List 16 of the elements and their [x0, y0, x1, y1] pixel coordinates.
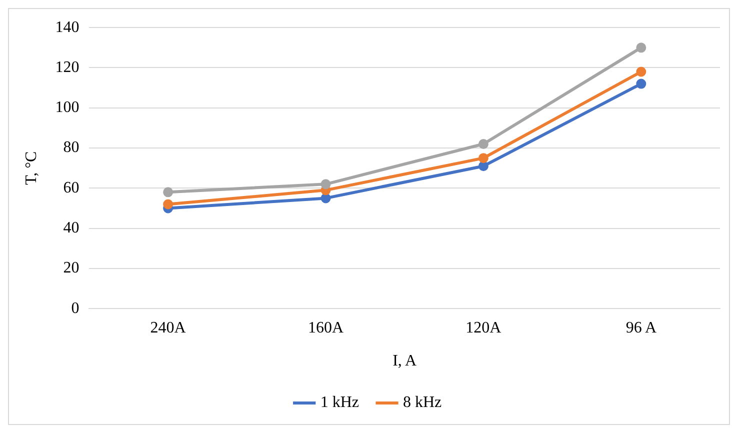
x-tick-label: 120A [466, 319, 502, 336]
x-tick-label: 240A [150, 319, 186, 336]
y-tick-label: 100 [55, 99, 80, 116]
legend-label: 1 kHz [320, 394, 359, 412]
y-tick-label: 60 [63, 179, 80, 196]
y-tick-label: 0 [71, 300, 80, 317]
x-tick-label: 160A [308, 319, 344, 336]
y-tick-label: 40 [63, 220, 80, 237]
x-axis-title: I, A [392, 352, 418, 370]
y-axis-title: T, °C [22, 151, 40, 185]
y-tick-label: 80 [63, 139, 80, 156]
legend-label: 8 kHz [403, 394, 442, 412]
y-tick-label: 20 [63, 260, 80, 277]
x-tick-label: 96 A [626, 319, 657, 336]
y-tick-label: 120 [55, 58, 80, 76]
y-tick-label: 140 [55, 18, 80, 36]
